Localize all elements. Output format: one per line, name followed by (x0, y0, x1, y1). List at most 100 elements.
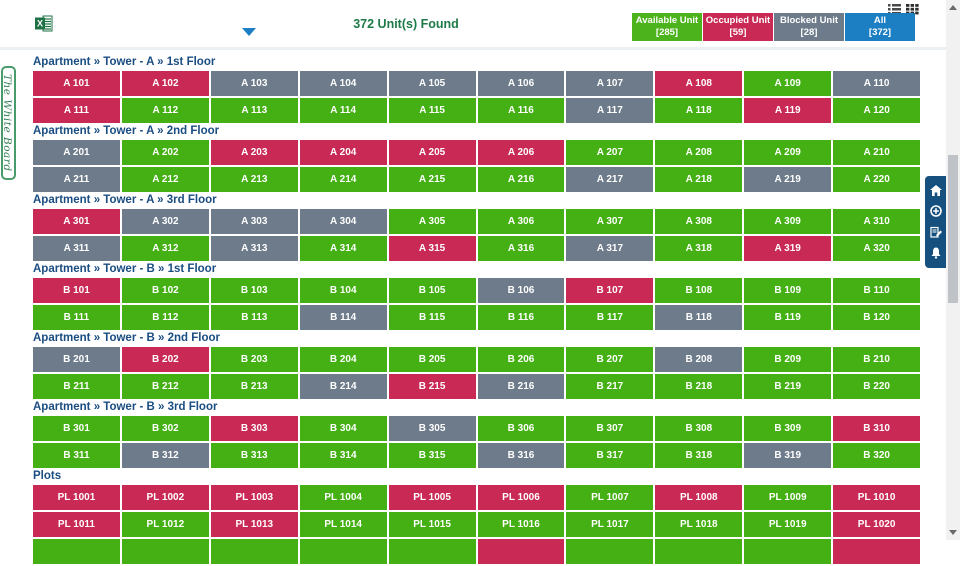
unit-cell-pl-1016[interactable]: PL 1016 (477, 512, 565, 537)
unit-cell[interactable] (121, 539, 209, 564)
unit-cell[interactable] (655, 539, 743, 564)
scrollbar-thumb[interactable] (948, 155, 958, 303)
unit-cell-b-306[interactable]: B 306 (477, 416, 565, 441)
unit-cell-b-214[interactable]: B 214 (299, 374, 387, 399)
unit-cell-pl-1019[interactable]: PL 1019 (744, 512, 832, 537)
unit-cell[interactable] (566, 539, 654, 564)
unit-cell-b-114[interactable]: B 114 (299, 305, 387, 330)
unit-cell-b-213[interactable]: B 213 (210, 374, 298, 399)
unit-cell-a-211[interactable]: A 211 (33, 167, 120, 192)
unit-cell-b-217[interactable]: B 217 (566, 374, 654, 399)
unit-cell-pl-1011[interactable]: PL 1011 (33, 512, 120, 537)
unit-cell-a-209[interactable]: A 209 (744, 140, 832, 165)
unit-cell-a-217[interactable]: A 217 (566, 167, 654, 192)
unit-cell-b-202[interactable]: B 202 (121, 347, 209, 372)
unit-cell-a-206[interactable]: A 206 (477, 140, 565, 165)
unit-cell-b-308[interactable]: B 308 (655, 416, 743, 441)
unit-cell-b-105[interactable]: B 105 (388, 278, 476, 303)
unit-cell-b-110[interactable]: B 110 (833, 278, 921, 303)
unit-cell-b-317[interactable]: B 317 (566, 443, 654, 468)
unit-cell-a-215[interactable]: A 215 (388, 167, 476, 192)
unit-cell-b-102[interactable]: B 102 (121, 278, 209, 303)
unit-cell-b-205[interactable]: B 205 (388, 347, 476, 372)
unit-cell-pl-1003[interactable]: PL 1003 (210, 485, 298, 510)
unit-cell-pl-1001[interactable]: PL 1001 (33, 485, 120, 510)
unit-cell-a-208[interactable]: A 208 (655, 140, 743, 165)
unit-cell-b-315[interactable]: B 315 (388, 443, 476, 468)
filter-all-button[interactable]: All [372] (845, 13, 915, 41)
unit-cell-a-105[interactable]: A 105 (388, 71, 476, 96)
unit-cell-b-305[interactable]: B 305 (388, 416, 476, 441)
unit-cell-b-307[interactable]: B 307 (566, 416, 654, 441)
unit-cell-b-218[interactable]: B 218 (655, 374, 743, 399)
unit-cell-a-202[interactable]: A 202 (121, 140, 209, 165)
unit-cell-a-107[interactable]: A 107 (566, 71, 654, 96)
unit-cell-a-308[interactable]: A 308 (655, 209, 743, 234)
unit-cell-a-210[interactable]: A 210 (833, 140, 921, 165)
unit-cell-a-312[interactable]: A 312 (121, 236, 209, 261)
unit-cell-b-209[interactable]: B 209 (744, 347, 832, 372)
unit-cell-pl-1014[interactable]: PL 1014 (299, 512, 387, 537)
unit-cell-b-211[interactable]: B 211 (33, 374, 120, 399)
add-circle-icon[interactable] (929, 205, 942, 217)
unit-cell[interactable] (477, 539, 565, 564)
home-icon[interactable] (929, 184, 942, 196)
scroll-down-arrow[interactable] (949, 530, 957, 535)
unit-cell-a-319[interactable]: A 319 (744, 236, 832, 261)
unit-cell-a-218[interactable]: A 218 (655, 167, 743, 192)
unit-cell-pl-1018[interactable]: PL 1018 (655, 512, 743, 537)
unit-cell-b-108[interactable]: B 108 (655, 278, 743, 303)
unit-cell-b-318[interactable]: B 318 (655, 443, 743, 468)
unit-cell-a-205[interactable]: A 205 (388, 140, 476, 165)
unit-cell-a-203[interactable]: A 203 (210, 140, 298, 165)
unit-cell-a-307[interactable]: A 307 (566, 209, 654, 234)
unit-cell-b-301[interactable]: B 301 (33, 416, 120, 441)
unit-cell-b-219[interactable]: B 219 (744, 374, 832, 399)
unit-cell-b-304[interactable]: B 304 (299, 416, 387, 441)
unit-cell-a-320[interactable]: A 320 (833, 236, 921, 261)
unit-cell-a-102[interactable]: A 102 (121, 71, 209, 96)
unit-cell[interactable] (33, 539, 120, 564)
unit-cell-a-214[interactable]: A 214 (299, 167, 387, 192)
unit-cell-b-314[interactable]: B 314 (299, 443, 387, 468)
unit-cell-pl-1020[interactable]: PL 1020 (833, 512, 921, 537)
unit-cell[interactable] (833, 539, 921, 564)
unit-cell-pl-1013[interactable]: PL 1013 (210, 512, 298, 537)
unit-cell-a-117[interactable]: A 117 (566, 98, 654, 123)
unit-cell-b-319[interactable]: B 319 (744, 443, 832, 468)
unit-cell-a-120[interactable]: A 120 (833, 98, 921, 123)
unit-cell-a-315[interactable]: A 315 (388, 236, 476, 261)
unit-cell-a-311[interactable]: A 311 (33, 236, 120, 261)
unit-cell-b-316[interactable]: B 316 (477, 443, 565, 468)
unit-cell-b-118[interactable]: B 118 (655, 305, 743, 330)
unit-cell-b-207[interactable]: B 207 (566, 347, 654, 372)
unit-cell-b-201[interactable]: B 201 (33, 347, 120, 372)
unit-cell[interactable] (299, 539, 387, 564)
unit-cell-b-109[interactable]: B 109 (744, 278, 832, 303)
unit-cell[interactable] (744, 539, 832, 564)
unit-cell-pl-1010[interactable]: PL 1010 (833, 485, 921, 510)
unit-cell[interactable] (388, 539, 476, 564)
unit-cell-b-116[interactable]: B 116 (477, 305, 565, 330)
unit-cell-b-320[interactable]: B 320 (833, 443, 921, 468)
unit-cell-b-313[interactable]: B 313 (210, 443, 298, 468)
unit-cell-a-212[interactable]: A 212 (121, 167, 209, 192)
unit-cell-b-111[interactable]: B 111 (33, 305, 120, 330)
unit-cell-pl-1006[interactable]: PL 1006 (477, 485, 565, 510)
unit-cell-b-204[interactable]: B 204 (299, 347, 387, 372)
bell-icon[interactable] (930, 247, 942, 260)
unit-cell-pl-1012[interactable]: PL 1012 (121, 512, 209, 537)
unit-cell-a-115[interactable]: A 115 (388, 98, 476, 123)
unit-cell-b-112[interactable]: B 112 (121, 305, 209, 330)
unit-cell-b-210[interactable]: B 210 (833, 347, 921, 372)
unit-cell-b-203[interactable]: B 203 (210, 347, 298, 372)
unit-cell-a-119[interactable]: A 119 (744, 98, 832, 123)
unit-cell-b-303[interactable]: B 303 (210, 416, 298, 441)
unit-cell-a-104[interactable]: A 104 (299, 71, 387, 96)
unit-cell-a-118[interactable]: A 118 (655, 98, 743, 123)
unit-cell-a-116[interactable]: A 116 (477, 98, 565, 123)
unit-cell-b-215[interactable]: B 215 (388, 374, 476, 399)
unit-cell-b-117[interactable]: B 117 (566, 305, 654, 330)
unit-cell-a-309[interactable]: A 309 (744, 209, 832, 234)
unit-cell-a-216[interactable]: A 216 (477, 167, 565, 192)
